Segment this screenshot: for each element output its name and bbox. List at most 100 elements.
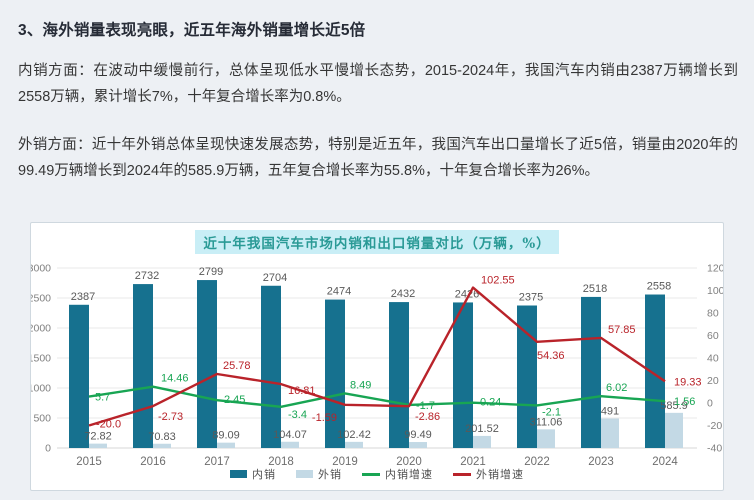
x-axis-tick: 2022	[524, 456, 550, 468]
bar-domestic	[645, 294, 665, 448]
y-axis-right-tick: 100	[707, 285, 723, 297]
chart-card: 近十年我国汽车市场内销和出口销量对比（万辆，%） 050010001500200…	[30, 222, 724, 491]
bar-export-label: 311.06	[530, 416, 563, 428]
y-axis-left-tick: 1500	[31, 353, 51, 365]
bar-export-label: 201.52	[465, 423, 499, 435]
y-axis-left-tick: 2500	[31, 293, 51, 305]
y-axis-left-labels: 0 500 1000 1500 2000 2500 3000	[31, 263, 51, 455]
bar-export-label: 102.42	[337, 429, 371, 441]
y-axis-right-tick: 0	[707, 398, 713, 410]
legend-swatch	[453, 472, 471, 476]
growth-line-label: 25.78	[223, 360, 251, 372]
chart-title: 近十年我国汽车市场内销和出口销量对比（万辆，%）	[195, 230, 559, 254]
growth-line-label: 6.02	[606, 382, 627, 394]
x-axis-tick: 2020	[396, 456, 422, 468]
bar-domestic	[133, 284, 153, 448]
x-axis-tick: 2018	[268, 456, 294, 468]
bar-export	[409, 442, 427, 448]
growth-line-label: 16.81	[288, 385, 316, 397]
y-axis-right-tick: 20	[707, 375, 719, 387]
x-axis-tick: 2024	[652, 456, 678, 468]
bar-export	[217, 442, 235, 448]
growth-line-label: -1.59	[312, 412, 337, 424]
bar-export-label: 585.9	[660, 400, 688, 412]
y-axis-right-tick: 40	[707, 353, 719, 365]
bar-value-labels-domestic: 2387 2732 2799 2704 2474 2432 2426 2375 2518 2558	[71, 266, 671, 303]
bar-domestic-label: 2518	[583, 283, 607, 295]
growth-line-label: 14.46	[161, 373, 189, 385]
line-export-growth: -20.0 -2.73 25.78 16.81 -1.59 -2.86 102.55 54.3…	[88, 275, 702, 431]
growth-line-label: 19.33	[674, 376, 702, 388]
bar-domestic-label: 2558	[647, 281, 671, 293]
y-axis-left-tick: 500	[33, 413, 51, 425]
growth-line-label: -20.0	[96, 419, 121, 431]
bar-domestic-label: 2432	[391, 288, 415, 300]
bar-export	[537, 429, 555, 448]
legend-item: 内销	[230, 466, 276, 482]
growth-line	[88, 385, 666, 409]
x-axis-labels: 2015 2016 2017 2018 2019 2020 2021 2022 2023 2024	[76, 456, 678, 468]
legend-item: 外销增速	[453, 466, 524, 482]
legend-label: 外销增速	[476, 468, 524, 481]
y-axis-left-tick: 0	[45, 443, 51, 455]
growth-line-label: -1.7	[416, 400, 435, 412]
bar-export-label: 72.82	[84, 431, 112, 443]
growth-line-label: 54.36	[537, 350, 565, 362]
growth-line	[88, 286, 666, 427]
bar-value-labels-export: 72.82 70.83 89.09 104.07 102.42 99.49 201.52 31…	[84, 400, 688, 443]
y-axis-right-tick: 80	[707, 308, 719, 320]
growth-line-label: 8.49	[350, 379, 371, 391]
legend-item: 内销增速	[362, 466, 433, 482]
bar-domestic	[197, 280, 217, 448]
y-axis-right-tick: -20	[707, 420, 722, 432]
bar-domestic-label: 2799	[199, 266, 223, 278]
growth-line-label: 1.56	[674, 396, 695, 408]
bar-export	[345, 441, 363, 448]
bars-export	[89, 412, 683, 448]
bar-export	[665, 412, 683, 448]
y-axis-right-tick: 60	[707, 330, 719, 342]
x-axis-tick: 2015	[76, 456, 102, 468]
bar-domestic	[325, 299, 345, 448]
growth-line-label: 5.7	[95, 392, 110, 404]
paragraph-export-sales: 外销方面：近十年外销总体呈现快速发展态势，特别是近五年，我国汽车出口量增长了近5…	[18, 137, 738, 179]
bar-export-label: 104.07	[273, 429, 307, 441]
bar-domestic-label: 2704	[263, 272, 287, 284]
bar-domestic-label: 2426	[455, 288, 479, 300]
y-axis-right-labels: -40 -20 0 20 40 60 80 100 120	[707, 263, 723, 455]
legend-label: 内销	[252, 468, 276, 481]
bar-export	[153, 443, 171, 448]
legend-label: 外销	[318, 468, 342, 481]
x-axis-tick: 2017	[204, 456, 230, 468]
bar-domestic	[261, 285, 281, 448]
growth-line-label: 0.24	[480, 397, 501, 409]
bar-export-label: 70.83	[148, 431, 176, 443]
bar-domestic	[453, 302, 473, 448]
legend-swatch	[296, 470, 313, 478]
bar-export	[281, 441, 299, 448]
growth-line-label: -2.73	[158, 411, 183, 423]
bar-domestic	[517, 305, 537, 448]
bar-export-label: 491	[601, 406, 619, 418]
y-axis-left-tick: 1000	[31, 383, 51, 395]
document-body: 3、海外销量表现亮眼，近五年海外销量增长近5倍 内销方面：在波动中缓慢前行，总体…	[18, 10, 738, 206]
y-axis-right-tick: 120	[707, 263, 723, 275]
bar-export-label: 99.49	[404, 429, 432, 441]
chart-title-row: 近十年我国汽车市场内销和出口销量对比（万辆，%）	[31, 230, 723, 256]
bar-domestic	[389, 302, 409, 448]
growth-line-label: 2.45	[224, 394, 245, 406]
growth-line-label: -2.1	[542, 406, 561, 418]
bar-domestic-label: 2474	[327, 286, 351, 298]
bar-export	[473, 435, 491, 448]
x-axis-tick: 2016	[140, 456, 166, 468]
bar-export	[601, 418, 619, 448]
chart-canvas: 0 500 1000 1500 2000 2500 3000 -40 -20 0 20 40 60 80 1…	[31, 263, 723, 469]
legend-label: 内销增速	[385, 468, 433, 481]
bar-export-label: 89.09	[212, 430, 240, 442]
paragraph-domestic-sales: 内销方面：在波动中缓慢前行，总体呈现低水平慢增长态势，2015-2024年，我国…	[18, 63, 738, 105]
x-axis-tick: 2021	[460, 456, 486, 468]
bar-domestic	[581, 296, 601, 448]
growth-line-label: -3.4	[288, 409, 307, 421]
y-axis-left-tick: 3000	[31, 263, 51, 275]
legend-item: 外销	[296, 466, 342, 482]
